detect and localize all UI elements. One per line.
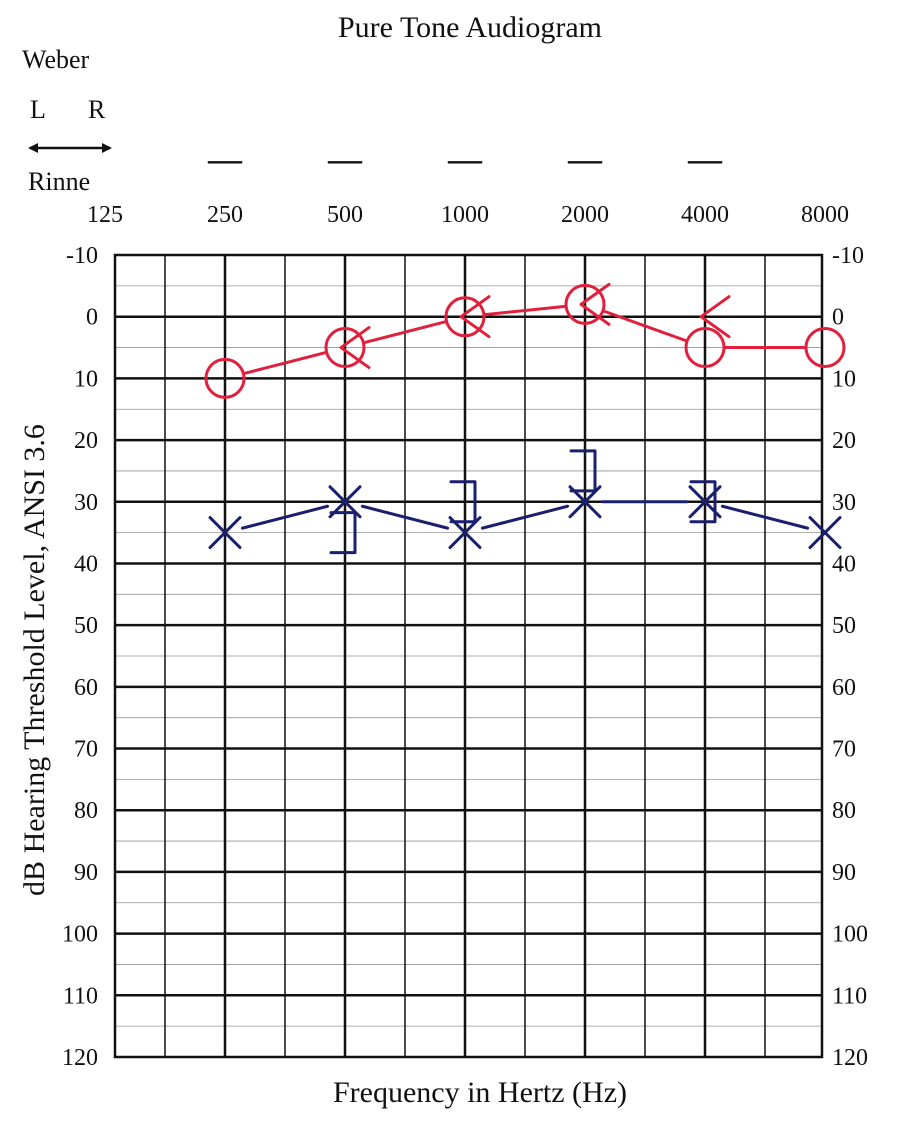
y-tick-label-right: 0 [832, 305, 844, 331]
x-tick-label: 4000 [681, 202, 729, 228]
weber-mark: — [207, 141, 243, 178]
y-tick-label-right: 40 [832, 551, 856, 577]
data-point-less-than [579, 282, 611, 326]
series-layer [204, 282, 846, 555]
rinne-label: Rinne [28, 167, 90, 196]
series-1-less-than [339, 282, 731, 370]
plot-border [113, 253, 824, 1059]
y-tick-label-left: 100 [62, 922, 98, 948]
data-point-bracket [329, 511, 357, 555]
series-connector [242, 351, 328, 375]
x-tick-label: 250 [207, 202, 243, 228]
y-tick-label-left: 0 [86, 305, 98, 331]
weber-label: Weber [22, 45, 90, 74]
y-tick-label-left: 90 [74, 860, 98, 886]
y-tick-label-left: 60 [74, 675, 98, 701]
y-tick-label-right: 50 [832, 613, 856, 639]
series-3-bracket-right [329, 449, 717, 555]
y-tick-label-left: 30 [74, 490, 98, 516]
data-point-less-than [699, 295, 731, 339]
data-point-less-than [339, 326, 371, 370]
y-tick-label-right: 70 [832, 737, 856, 763]
y-axis-label: dB Hearing Threshold Level, ANSI 3.6 [18, 424, 51, 896]
chart-title: Pure Tone Audiogram [338, 11, 602, 44]
y-tick-label-left: 70 [74, 737, 98, 763]
y-tick-label-left: 50 [74, 613, 98, 639]
data-point-bracket [689, 480, 717, 524]
data-point-less-than [459, 295, 491, 339]
series-connector [360, 504, 450, 530]
y-axis-ticks: -10 -10 0 0 10 10 20 20 30 30 40 40 50 50 60 60 70 70 80 80… [62, 243, 868, 1071]
data-point-x [808, 516, 842, 550]
data-point-bracket [569, 449, 597, 493]
y-tick-label-left: -10 [66, 243, 98, 269]
weber-mark: — [567, 141, 603, 178]
y-tick-label-left: 20 [74, 428, 98, 454]
x-tick-label: 8000 [801, 202, 849, 228]
weber-mark: — [447, 141, 483, 178]
y-tick-label-right: 60 [832, 675, 856, 701]
series-connector [602, 309, 688, 343]
series-0-circle [204, 283, 846, 399]
data-point-circle [324, 327, 366, 369]
weber-left-label: L [30, 95, 46, 124]
series-connector [480, 504, 570, 530]
y-tick-label-left: 120 [62, 1045, 98, 1071]
y-tick-label-right: 110 [832, 983, 867, 1009]
y-tick-label-right: 120 [832, 1045, 868, 1071]
x-axis-label: Frequency in Hertz (Hz) [333, 1076, 627, 1109]
y-tick-label-right: 30 [832, 490, 856, 516]
x-tick-label: 1000 [441, 202, 489, 228]
y-tick-label-right: 10 [832, 366, 856, 392]
data-point-circle [204, 357, 246, 399]
weber-arrow-icon [28, 143, 112, 153]
y-tick-label-right: 90 [832, 860, 856, 886]
data-point-circle [444, 296, 486, 338]
weber-mark: — [687, 141, 723, 178]
y-tick-label-left: 10 [74, 366, 98, 392]
x-axis-ticks: 125 250 500 1000 2000 4000 8000 [87, 202, 849, 228]
x-tick-label: 125 [87, 202, 123, 228]
y-tick-label-right: 100 [832, 922, 868, 948]
y-tick-label-left: 110 [63, 983, 98, 1009]
chart-grid [113, 253, 824, 1059]
y-tick-label-left: 40 [74, 551, 98, 577]
y-tick-label-right: -10 [832, 243, 864, 269]
weber-mark: — [327, 141, 363, 178]
data-point-circle [684, 327, 726, 369]
data-point-circle [564, 283, 606, 325]
y-tick-label-right: 80 [832, 798, 856, 824]
weber-marks: — — — — — [207, 141, 723, 178]
series-connector [483, 304, 567, 317]
y-tick-label-left: 80 [74, 798, 98, 824]
weber-right-label: R [88, 95, 106, 124]
y-tick-label-right: 20 [832, 428, 856, 454]
data-point-x [208, 516, 242, 550]
data-point-bracket [449, 480, 477, 524]
series-connector [362, 320, 448, 345]
data-point-circle [804, 327, 846, 369]
series-connector [240, 504, 330, 530]
series-connector [720, 504, 810, 530]
x-tick-label: 2000 [561, 202, 609, 228]
x-tick-label: 500 [327, 202, 363, 228]
